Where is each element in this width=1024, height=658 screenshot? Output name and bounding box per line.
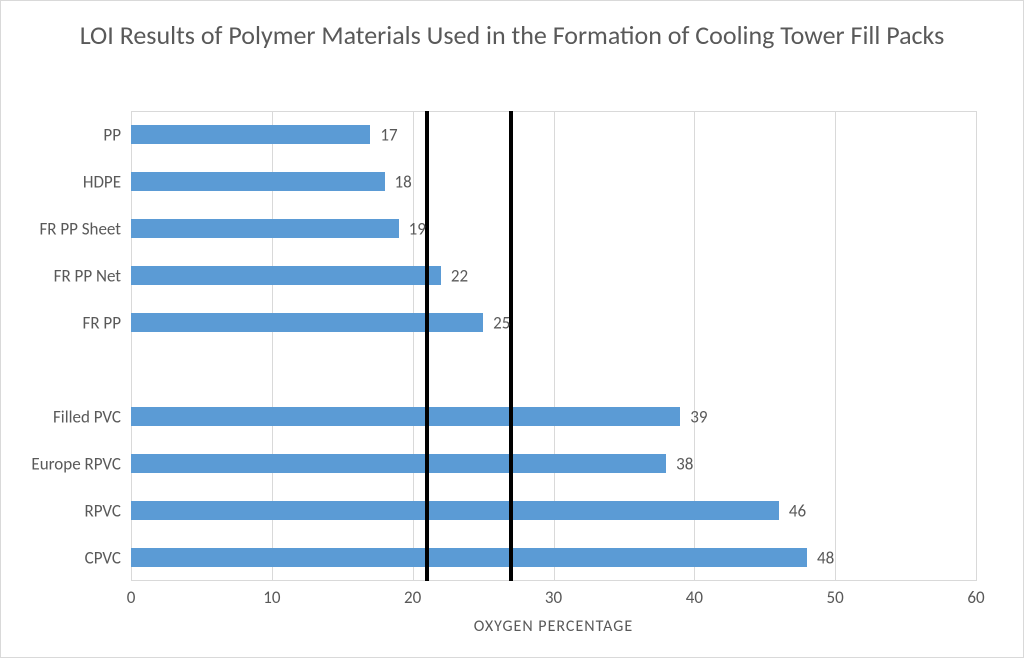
bar-value-label: 38 [676,453,693,474]
bar-value-label: 48 [817,547,834,568]
bar [131,407,680,427]
chart-title: LOI Results of Polymer Materials Used in… [1,1,1023,52]
bar-value-label: 46 [789,500,806,521]
plot-area: 17 18 19 22 25 39 38 46 48 [131,111,976,581]
x-axis-title: OXYGEN PERCENTAGE [131,617,976,636]
x-tick-label: 40 [686,587,703,608]
category-label: CPVC [1,547,121,568]
category-label: PP [1,124,121,145]
bar [131,313,483,333]
bar [131,219,399,239]
x-tick-label: 50 [827,587,844,608]
category-label: Filled PVC [1,406,121,427]
chart-container: LOI Results of Polymer Materials Used in… [0,0,1024,658]
category-label: Europe RPVC [1,453,121,474]
bar-value-label: 17 [380,124,397,145]
category-label: FR PP Sheet [1,218,121,239]
x-tick-label: 0 [127,587,136,608]
reference-line [425,111,429,581]
x-tick-label: 10 [263,587,280,608]
x-tick-label: 20 [404,587,421,608]
bar [131,266,441,286]
bar-value-label: 19 [409,218,426,239]
x-tick-label: 30 [545,587,562,608]
bar [131,548,807,568]
x-axis-ticks: 0102030405060 [131,587,976,607]
bar [131,172,385,192]
bar-value-label: 25 [493,312,510,333]
category-label: FR PP Net [1,265,121,286]
gridline [835,111,836,581]
category-label: HDPE [1,171,121,192]
bar [131,501,779,521]
reference-line [509,111,513,581]
bar-value-label: 18 [395,171,412,192]
bar [131,454,666,474]
gridline [976,111,977,581]
bar-value-label: 22 [451,265,468,286]
bar-value-label: 39 [690,406,707,427]
category-label: FR PP [1,312,121,333]
bar [131,125,370,145]
category-label: RPVC [1,500,121,521]
x-tick-label: 60 [967,587,984,608]
